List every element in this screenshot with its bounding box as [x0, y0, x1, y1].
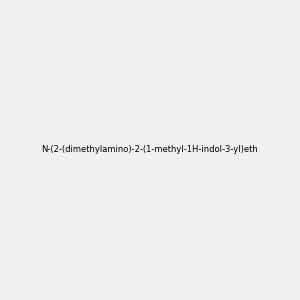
- Text: N-(2-(dimethylamino)-2-(1-methyl-1H-indol-3-yl)eth: N-(2-(dimethylamino)-2-(1-methyl-1H-indo…: [42, 146, 258, 154]
